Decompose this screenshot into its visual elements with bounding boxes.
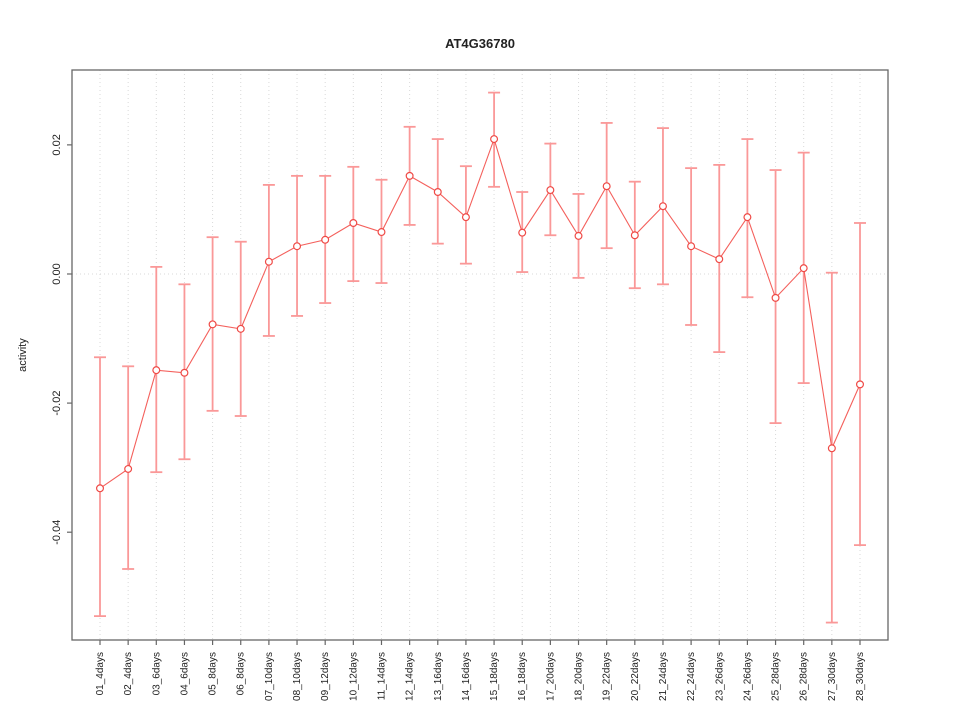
x-tick-label: 20_22days <box>630 652 641 701</box>
data-point <box>264 257 273 266</box>
x-tick-label: 09_12days <box>320 652 331 701</box>
x-tick-label: 17_20days <box>545 652 556 701</box>
data-point <box>630 231 639 240</box>
x-tick-label: 15_18days <box>489 652 500 701</box>
plot-area: 01_4days 02_4days 03_6days 04_6days 05_8days… <box>51 69 889 701</box>
data-point <box>490 135 499 144</box>
x-tick-label: 01_4days <box>95 652 106 695</box>
data-point <box>574 231 583 240</box>
data-point <box>687 242 696 251</box>
data-point <box>377 228 386 237</box>
data-point <box>124 464 133 473</box>
x-tick-label: 06_8days <box>236 652 247 695</box>
x-tick-label: 12_14days <box>405 652 416 701</box>
series-line <box>99 137 861 489</box>
gridlines <box>99 70 861 640</box>
x-tick-label: 21_24days <box>658 652 669 701</box>
data-point <box>715 255 724 264</box>
x-tick-label: 08_10days <box>292 652 303 701</box>
x-tick-label: 28_30days <box>855 652 866 701</box>
x-tick-label: 04_6days <box>179 652 190 695</box>
x-axis: 01_4days 02_4days 03_6days 04_6days 05_8days… <box>95 640 866 701</box>
x-tick-label: 26_28days <box>799 652 810 701</box>
data-point <box>855 380 864 389</box>
error-bars <box>94 91 866 624</box>
data-point <box>321 235 330 244</box>
x-tick-label: 13_16days <box>433 652 444 701</box>
x-tick-label: 22_24days <box>686 652 697 701</box>
y-tick-label: 0.00 <box>51 263 63 284</box>
data-point <box>461 213 470 222</box>
x-tick-label: 25_28days <box>771 652 782 701</box>
x-tick-label: 11_14days <box>376 652 387 700</box>
x-tick-label: 18_20days <box>574 652 585 701</box>
data-point <box>180 368 189 377</box>
data-point <box>771 293 780 302</box>
data-point <box>546 186 555 195</box>
data-point <box>658 202 667 211</box>
x-tick-label: 23_26days <box>714 652 725 701</box>
x-tick-label: 03_6days <box>151 652 162 695</box>
data-point <box>405 171 414 180</box>
x-tick-label: 02_4days <box>123 652 134 695</box>
x-tick-label: 10_12days <box>348 652 359 701</box>
plot-border <box>71 69 889 641</box>
y-tick-label: -0.02 <box>51 391 63 416</box>
data-point <box>433 188 442 197</box>
y-tick-label: -0.04 <box>51 520 63 545</box>
x-tick-label: 07_10days <box>264 652 275 701</box>
data-point <box>743 213 752 222</box>
y-axis: 0.02 0.00 -0.02 -0.04 <box>51 134 72 545</box>
data-point <box>349 218 358 227</box>
x-tick-label: 14_16days <box>461 652 472 701</box>
data-point <box>602 182 611 191</box>
data-point <box>827 444 836 453</box>
y-tick-label: 0.02 <box>51 134 63 155</box>
data-point <box>799 264 808 273</box>
x-tick-label: 24_26days <box>742 652 753 701</box>
data-point <box>236 324 245 333</box>
x-tick-label: 27_30days <box>827 652 838 701</box>
data-point <box>208 320 217 329</box>
x-tick-label: 19_22days <box>602 652 613 701</box>
data-point <box>152 366 161 375</box>
data-point <box>518 228 527 237</box>
x-tick-label: 05_8days <box>208 652 219 695</box>
x-tick-label: 16_18days <box>517 652 528 701</box>
data-point <box>95 484 104 493</box>
chart-title: AT4G36780 <box>445 36 515 51</box>
y-axis-title: activity <box>17 338 29 372</box>
data-point <box>293 242 302 251</box>
markers <box>95 135 864 493</box>
